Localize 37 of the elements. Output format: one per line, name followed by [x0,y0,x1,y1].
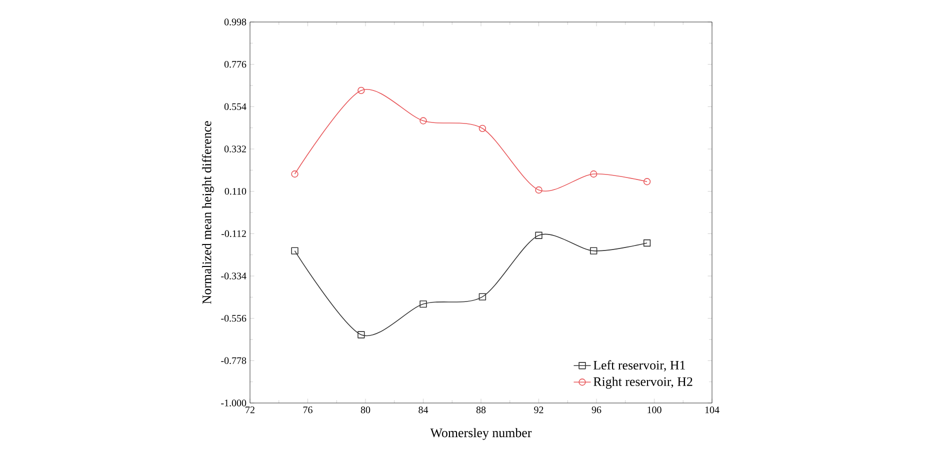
point [358,86,365,94]
y-tick-label: 0.110 [224,188,246,195]
point [478,293,486,300]
y-tick-label: 0.554 [224,103,246,110]
x-tick-label: 92 [534,406,544,414]
point [358,331,365,338]
x-tick-label: 100 [648,406,662,414]
point [535,186,542,194]
y-tick-label: -0.556 [221,314,246,322]
x-tick-label: 88 [476,406,486,414]
y-tick-label: 0.998 [224,18,246,26]
y-tick-label: 0.332 [224,146,246,152]
point [420,300,427,308]
point [478,124,486,132]
x-axis-title: Womersley number [430,428,532,440]
x-tick-label: 80 [360,406,370,414]
y-tick-label: -1.000 [221,400,246,406]
point [590,247,598,254]
x-tick-label: 104 [705,406,720,414]
x-tick-label: 84 [418,406,428,414]
point [643,239,651,247]
x-tick-label: 72 [246,406,254,414]
point [291,170,298,178]
point [420,117,427,124]
legend-label: Left reservoir, H1 [594,360,685,372]
point [643,178,651,186]
point [291,247,298,254]
y-axis-title: Normalized mean height difference [202,121,214,304]
x-tick-label: 76 [303,406,312,414]
point [535,232,542,239]
point [590,170,598,178]
y-tick-label: -0.334 [221,272,246,280]
y-tick-label: -0.112 [221,230,246,238]
y-tick-label: -0.778 [221,357,246,364]
legend-label: Right reservoir, H2 [594,376,692,389]
x-tick-label: 96 [592,406,602,414]
y-tick-label: 0.776 [224,60,246,68]
